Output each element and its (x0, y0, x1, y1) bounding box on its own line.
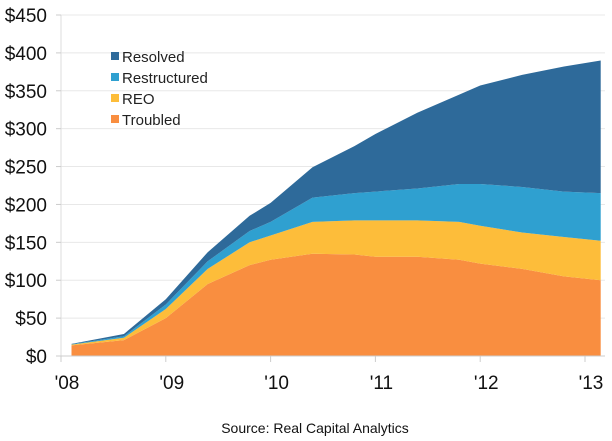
legend-swatch-restructured (111, 73, 119, 81)
x-tick-label: '12 (474, 373, 499, 394)
x-tick-label: '13 (579, 373, 604, 394)
legend-swatch-resolved (111, 52, 119, 60)
area-series (71, 60, 601, 356)
y-tick-label: $150 (5, 233, 47, 254)
y-tick-label: $250 (5, 158, 47, 179)
y-tick-label: $50 (15, 309, 47, 330)
y-tick-label: $450 (5, 6, 47, 27)
x-tick-label: '08 (55, 373, 80, 394)
legend-swatch-troubled (111, 115, 119, 123)
legend-label-reo: REO (122, 91, 155, 108)
x-axis-ticks: '08 '09 '10 '11 '12 '13 (55, 356, 604, 394)
y-tick-label: $350 (5, 82, 47, 103)
area-reo (71, 220, 601, 346)
legend-label-resolved: Resolved (122, 49, 185, 66)
axes (60, 15, 605, 357)
source-label: Source: Real Capital Analytics (221, 420, 409, 436)
legend: Resolved Restructured REO Troubled (111, 49, 208, 129)
y-tick-label: $300 (5, 120, 47, 141)
y-tick-label: $400 (5, 44, 47, 65)
x-tick-label: '11 (370, 373, 393, 394)
area-restructured (71, 184, 601, 345)
x-tick-label: '09 (159, 373, 184, 394)
legend-label-troubled: Troubled (122, 112, 181, 129)
y-tick-label: $200 (5, 195, 47, 216)
y-tick-label: $0 (26, 347, 47, 368)
area-resolved (71, 60, 601, 345)
legend-label-restructured: Restructured (122, 70, 208, 87)
area-troubled (71, 253, 601, 356)
x-tick-label: '10 (264, 373, 289, 394)
y-tick-label: $100 (5, 271, 47, 292)
legend-swatch-reo (111, 94, 119, 102)
y-axis-ticks: $0 $50 $100 $150 $200 $250 $300 $350 $400 $450 (5, 6, 61, 368)
